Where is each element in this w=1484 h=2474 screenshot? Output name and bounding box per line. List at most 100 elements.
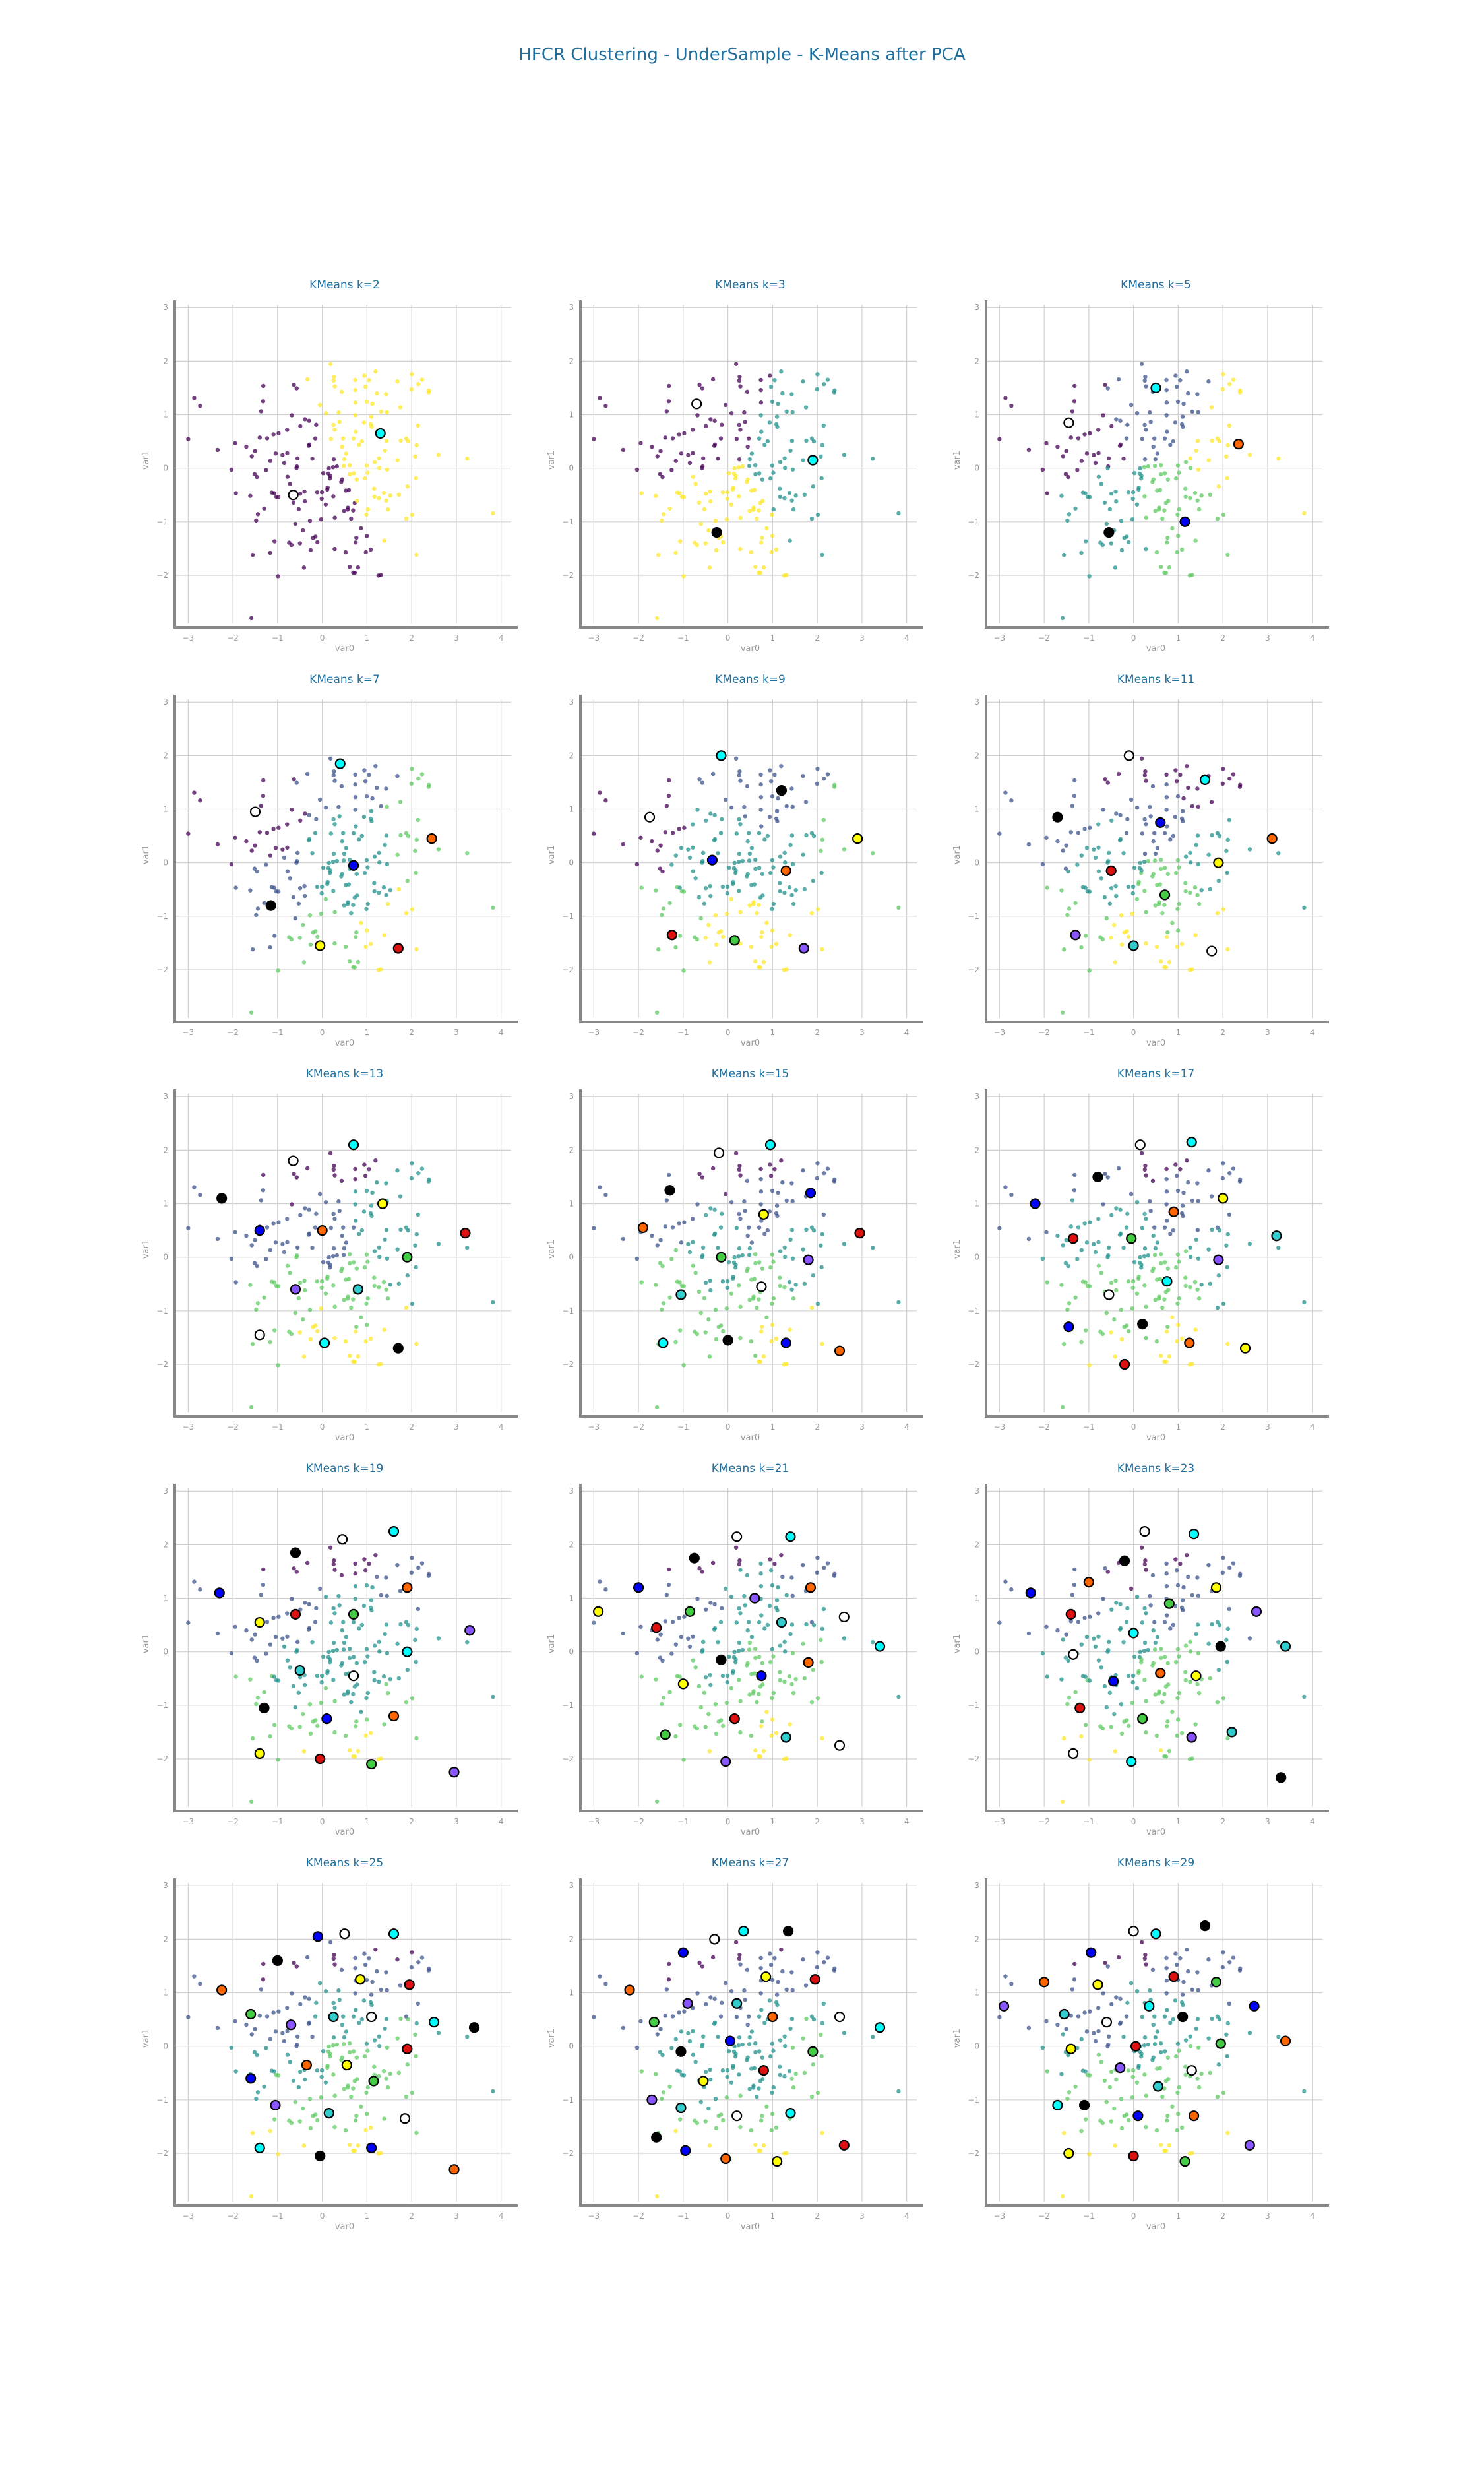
data-point [723,402,728,408]
data-point [1079,945,1084,950]
data-point [308,2126,313,2131]
subplot-k9: KMeans k=9 −3 −2 −1 0 1 2 3 4 −2 −1 0 1 2 3 var0 var1 [547,668,977,1048]
cluster-center [1163,1598,1175,1609]
data-point [1138,466,1142,471]
x-tick-label: 2 [1220,633,1225,643]
data-point [323,2080,328,2085]
data-point [186,437,191,441]
data-point [1076,831,1081,835]
cluster-center [767,2011,778,2023]
y-tick-label: 3 [974,303,979,312]
data-point [758,1189,764,1194]
data-point [356,959,361,965]
data-point [736,1253,741,1259]
data-point [687,1250,693,1255]
data-point [362,870,367,875]
data-point [1112,1711,1117,1717]
data-point [677,934,683,938]
data-point [377,1679,381,1684]
data-point [332,2093,337,2098]
data-point [303,1682,307,1688]
data-point [598,396,602,400]
data-point [720,884,726,889]
data-point [708,811,713,816]
cluster-center [341,2059,352,2071]
data-point [686,453,691,457]
data-point [259,1987,264,1992]
data-point [734,437,739,441]
data-point [272,2117,277,2122]
data-point [264,1225,270,1230]
data-point [325,2063,330,2068]
data-point [1215,910,1220,916]
data-point [362,373,367,378]
data-point [1124,1718,1129,1723]
data-point [1183,854,1189,859]
data-point [1208,2070,1213,2076]
data-point [670,1620,675,1624]
data-point [395,458,400,462]
data-point [365,928,369,933]
data-point [292,383,296,387]
data-point [654,1799,660,1804]
cluster-center [1119,1358,1130,1370]
data-point [1195,2076,1200,2081]
data-point [1134,897,1140,901]
cluster-center [805,1582,817,1593]
data-point [778,889,782,894]
data-point [1146,858,1150,864]
data-point [295,456,300,461]
data-point [1302,1694,1307,1699]
data-point [1136,879,1141,885]
data-point [384,2017,389,2021]
data-point [1217,439,1222,444]
data-point [681,889,687,894]
data-point [1174,1174,1179,1178]
data-point [758,2118,764,2123]
data-point [703,1725,708,1729]
data-point [351,2148,356,2153]
data-point [1221,513,1226,517]
cluster-center [756,1281,767,1292]
data-point [768,1951,772,1956]
cluster-center [807,455,819,466]
data-point [1152,1647,1158,1652]
data-point [1119,2097,1124,2101]
data-point [317,797,323,802]
data-point [332,941,337,946]
data-point [729,2080,734,2085]
data-point [658,1632,663,1637]
data-point [666,399,671,404]
x-tick-label: −1 [272,633,284,643]
data-point [351,508,356,513]
data-point [1096,1217,1101,1221]
data-point [1175,906,1180,912]
data-point [1276,2035,1281,2039]
data-point [1181,1190,1186,1195]
subplot-k7: KMeans k=7 −3 −2 −1 0 1 2 3 4 −2 −1 0 1 2 3 var0 var1 [141,668,572,1048]
data-point [319,891,324,896]
data-point [353,1991,357,1996]
data-point [369,1598,374,1602]
data-point [1154,944,1159,949]
data-point [426,390,431,395]
data-point [1247,1636,1252,1641]
data-point [1220,387,1225,392]
data-point [716,457,720,461]
data-point [1117,1232,1123,1237]
data-point [738,1699,743,1703]
data-point [296,901,301,906]
data-point [655,454,660,459]
data-point [1227,1171,1232,1176]
data-point [819,1265,824,1270]
data-point [192,1579,197,1584]
data-point [325,879,330,885]
data-point [757,1655,762,1659]
data-point [310,1640,315,1645]
data-point [1158,1748,1163,1753]
data-point [276,431,281,435]
data-point [385,862,390,866]
data-point [1142,2072,1147,2077]
data-point [1173,1265,1179,1270]
data-point [331,2035,336,2040]
